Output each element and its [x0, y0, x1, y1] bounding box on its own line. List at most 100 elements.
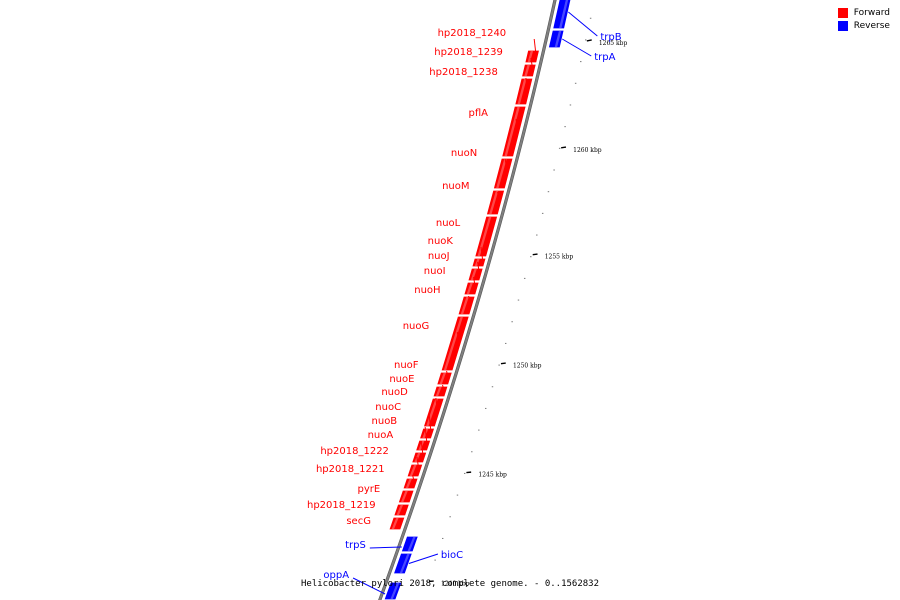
gene-nuoK[interactable]	[470, 257, 488, 268]
leader-line	[412, 474, 416, 484]
gene-trpA[interactable]	[547, 29, 566, 49]
leader-line	[407, 494, 411, 497]
gene-label-nuoH: nuoH	[414, 285, 440, 296]
leader-line	[352, 577, 386, 595]
gene-nuoD[interactable]	[422, 397, 446, 428]
leader-line	[403, 509, 406, 512]
leader-line	[487, 228, 491, 237]
legend-item-forward: Forward	[837, 8, 890, 18]
leader-line	[408, 553, 439, 564]
leader-line	[435, 397, 439, 413]
tick-mark	[586, 39, 592, 42]
leader-line	[497, 191, 501, 203]
gene-nuoB[interactable]	[414, 439, 432, 452]
gene-nuoN[interactable]	[492, 157, 515, 190]
leader-line	[468, 295, 472, 306]
gene-hp2018_1221[interactable]	[401, 477, 420, 490]
gene-nuoE[interactable]	[431, 385, 450, 398]
gene-hp2018_1222[interactable]	[405, 463, 424, 478]
leader-line	[456, 331, 460, 344]
gene-nuoH[interactable]	[456, 295, 477, 316]
gene-label-nuoE: nuoE	[389, 374, 414, 385]
tick-label: 1260 kbp	[573, 147, 602, 154]
gene-label-nuoL: nuoL	[436, 218, 461, 229]
leader-line	[416, 456, 420, 471]
gene-nuoJ[interactable]	[466, 267, 485, 282]
gene-bioC[interactable]	[392, 552, 414, 575]
gene-label-hp2018_1222: hp2018_1222	[320, 446, 389, 457]
leader-line	[473, 276, 477, 289]
gene-trpS[interactable]	[400, 535, 420, 553]
reverse-swatch	[837, 21, 848, 31]
leader-line	[525, 77, 529, 92]
gene-label-hp2018_1219: hp2018_1219	[307, 500, 376, 511]
tick-label: 1240 kbp	[441, 580, 470, 587]
leader-line	[369, 546, 402, 549]
leader-line	[515, 118, 519, 132]
gene-label-nuoG: nuoG	[403, 321, 430, 332]
gene-label-pyrE: pyrE	[357, 484, 380, 495]
leader-line	[420, 440, 424, 458]
tick-mark	[561, 146, 567, 149]
leader-line	[530, 57, 534, 71]
leader-line	[477, 261, 481, 275]
leader-line	[480, 246, 484, 263]
gene-label-hp2018_1221: hp2018_1221	[316, 464, 385, 475]
gene-label-nuoI: nuoI	[424, 266, 446, 277]
gene-label-secG: secG	[346, 516, 371, 527]
leader-line	[398, 523, 402, 528]
legend-label-reverse: Reverse	[853, 21, 890, 31]
gene-label-bioC: bioC	[441, 550, 463, 561]
gene-nuoF[interactable]	[435, 371, 454, 386]
tick-label: 1245 kbp	[478, 472, 507, 479]
tick-mark	[532, 253, 538, 256]
gene-label-nuoK: nuoK	[428, 236, 454, 247]
gene-label-nuoC: nuoC	[375, 402, 401, 413]
gene-label-trpA: trpA	[594, 52, 615, 63]
map-caption: Helicobacter pylori 2018, complete genom…	[300, 579, 599, 589]
gene-trpB[interactable]	[551, 0, 573, 30]
leader-line	[446, 370, 450, 379]
gene-hp2018_1240[interactable]	[523, 49, 541, 64]
gene-label-nuoB: nuoB	[372, 416, 398, 427]
gene-secG[interactable]	[387, 516, 407, 531]
leader-line	[568, 11, 598, 37]
backbone-line	[378, 0, 557, 600]
gene-label-nuoJ: nuoJ	[428, 251, 450, 262]
leader-line	[504, 158, 508, 174]
tick-label: 1265 kbp	[599, 40, 628, 47]
gene-hp2018_1238[interactable]	[513, 77, 534, 106]
gene-label-nuoA: nuoA	[368, 430, 394, 441]
leader-line	[533, 38, 537, 57]
gene-label-oppA: oppA	[323, 570, 349, 581]
gene-hp2018_1219[interactable]	[392, 503, 411, 517]
gene-nuoC[interactable]	[418, 427, 436, 440]
gene-label-trpB: trpB	[600, 32, 621, 43]
leader-line	[424, 426, 428, 446]
leader-line	[561, 38, 592, 57]
legend: Forward Reverse	[837, 8, 890, 34]
gene-label-nuoD: nuoD	[381, 387, 408, 398]
gene-label-nuoF: nuoF	[394, 360, 419, 371]
gene-label-pflA: pflA	[468, 108, 488, 119]
gene-label-nuoM: nuoM	[442, 181, 469, 192]
gene-oppA[interactable]	[383, 581, 404, 600]
gene-nuoM[interactable]	[485, 189, 506, 216]
gene-nuoI[interactable]	[462, 281, 481, 296]
gene-nuoG[interactable]	[440, 315, 471, 372]
gene-nuoL[interactable]	[473, 215, 499, 258]
gene-hp2018_1239[interactable]	[520, 63, 538, 78]
tick-label: 1255 kbp	[545, 254, 574, 261]
forward-swatch	[837, 8, 848, 18]
tick-mark	[500, 362, 506, 365]
legend-label-forward: Forward	[853, 8, 890, 18]
gene-pyrE[interactable]	[397, 489, 416, 504]
tick-label: 1250 kbp	[513, 363, 542, 370]
gene-nuoA[interactable]	[410, 451, 428, 464]
legend-item-reverse: Reverse	[837, 21, 890, 31]
gene-label-hp2018_1238: hp2018_1238	[429, 67, 498, 78]
leader-line	[441, 384, 445, 392]
gene-label-hp2018_1240: hp2018_1240	[438, 28, 507, 39]
gene-label-nuoN: nuoN	[451, 148, 477, 159]
